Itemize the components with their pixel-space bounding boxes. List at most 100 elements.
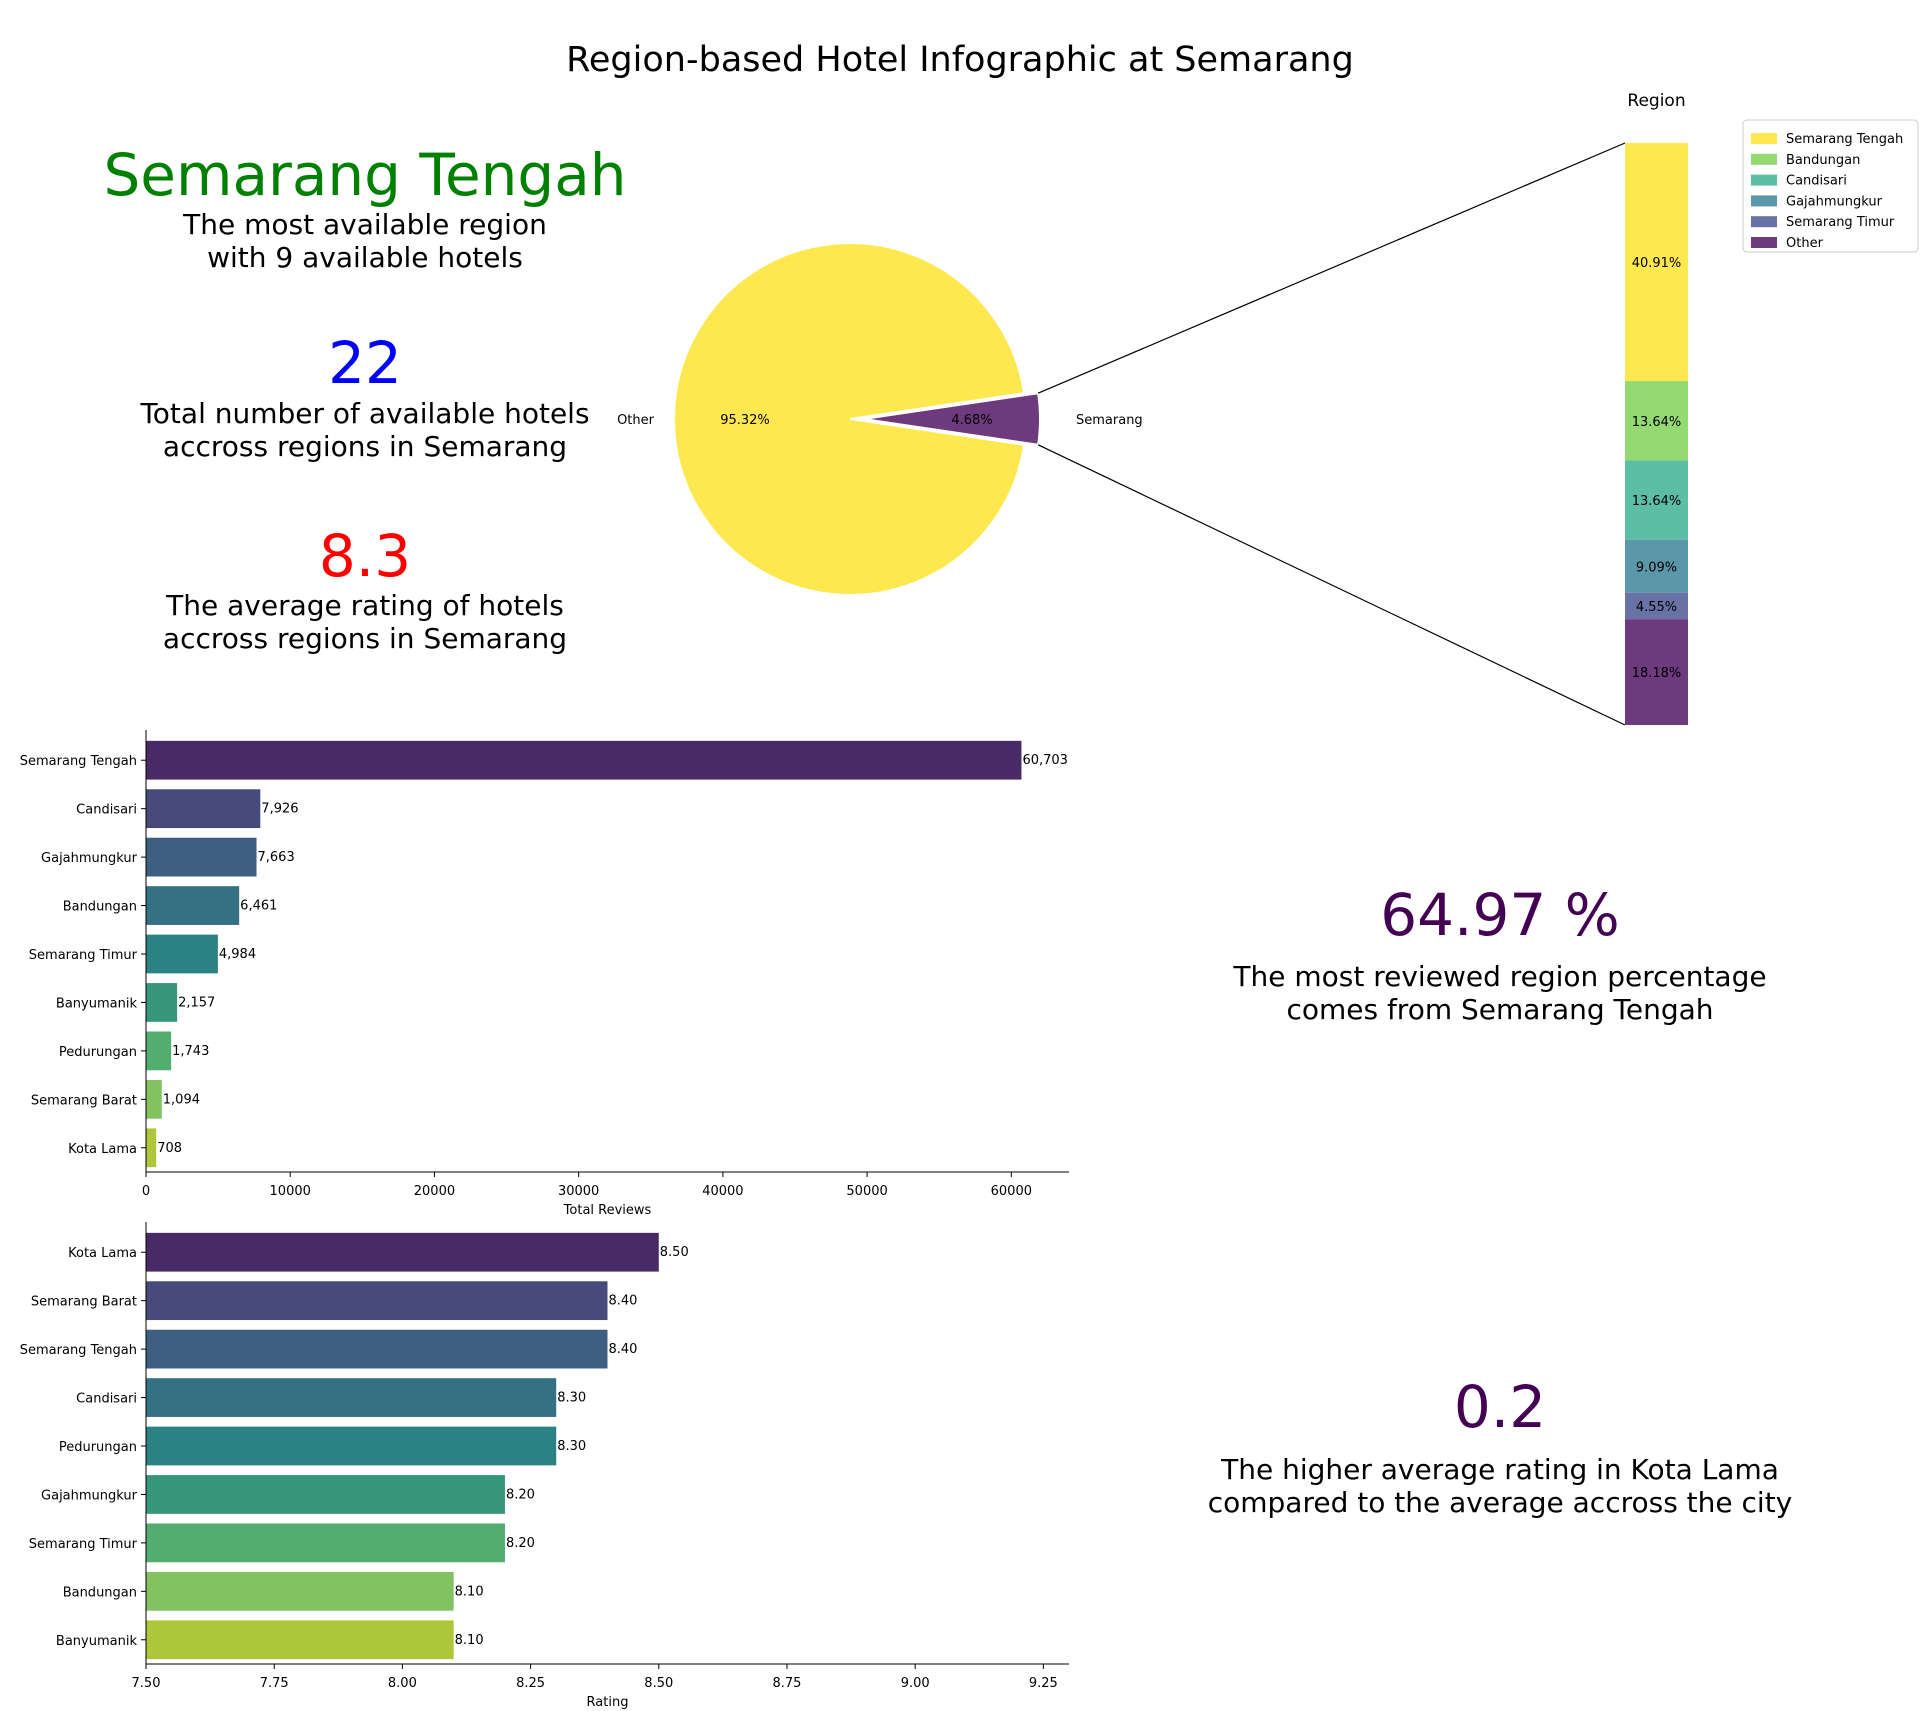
- rating-value-label-8: 8.10: [455, 1633, 484, 1648]
- reviews-bar-2: [146, 837, 257, 877]
- rating-bar-8: [146, 1620, 454, 1660]
- reviews-bar-5: [146, 983, 178, 1022]
- pie-label-other: Other: [617, 413, 655, 428]
- legend-swatch-5: [1751, 237, 1777, 248]
- kpi-total-hotels-value: 22: [328, 329, 402, 397]
- rating-category-label-7: Bandungan: [63, 1585, 137, 1600]
- connector-line-top: [1037, 142, 1626, 394]
- pie-slice-semarang: [863, 392, 1041, 446]
- stack-segment-4: [1625, 592, 1688, 620]
- reviews-xtick-label-3: 30000: [558, 1184, 599, 1199]
- pie-label-semarang: Semarang: [1076, 413, 1143, 428]
- rating-category-label-1: Semarang Barat: [31, 1295, 137, 1310]
- reviews-value-label-6: 1,743: [172, 1044, 209, 1059]
- rating-bar-3: [146, 1378, 557, 1417]
- legend-swatch-4: [1751, 216, 1777, 228]
- legend-swatch-1: [1751, 153, 1777, 165]
- kpi-avg-rating-value: 8.3: [318, 522, 412, 590]
- reviews-bar-0: [146, 740, 1022, 780]
- region-stacked-bar: 40.91% 13.64% 13.64% 9.09% 4.55% 18.18% Region: [1625, 91, 1688, 725]
- reviews-value-label-7: 1,094: [163, 1092, 200, 1107]
- pie-pct-other: 95.32%: [720, 413, 770, 428]
- rating-xtick-label-1: 7.75: [260, 1676, 289, 1691]
- rating-bar-5: [146, 1475, 505, 1514]
- rating-value-label-1: 8.40: [609, 1294, 638, 1309]
- reviews-bar-7: [146, 1079, 162, 1119]
- legend-swatch-3: [1751, 195, 1777, 207]
- reviews-bar-4: [146, 934, 218, 974]
- reviews-category-label-2: Gajahmungkur: [41, 851, 138, 866]
- rating-xtick-label-7: 9.25: [1029, 1676, 1058, 1691]
- reviews-category-label-6: Pedurungan: [59, 1045, 137, 1060]
- reviews-xtick-label-0: 0: [142, 1184, 150, 1199]
- legend-label-3: Gajahmungkur: [1786, 194, 1883, 209]
- rating-bar-4: [146, 1426, 557, 1466]
- reviews-xlabel: Total Reviews: [563, 1203, 652, 1218]
- kpi-review-share-desc: The most reviewed region percentage come…: [1233, 960, 1767, 1026]
- stack-label-3: 9.09%: [1636, 560, 1677, 575]
- stack-label-4: 4.55%: [1636, 600, 1677, 615]
- rating-category-label-2: Semarang Tengah: [20, 1343, 137, 1358]
- stack-segment-3: [1625, 539, 1688, 593]
- stack-label-2: 13.64%: [1632, 494, 1682, 509]
- stack-title: Region: [1627, 91, 1685, 111]
- rating-xtick-label-6: 9.00: [901, 1676, 930, 1691]
- rating-category-label-4: Pedurungan: [59, 1440, 137, 1455]
- reviews-value-label-1: 7,926: [261, 802, 298, 817]
- rating-value-label-2: 8.40: [609, 1342, 638, 1357]
- reviews-xtick-label-6: 60000: [991, 1184, 1032, 1199]
- stack-label-5: 18.18%: [1632, 666, 1682, 681]
- reviews-category-label-4: Semarang Timur: [29, 948, 138, 963]
- kpi-review-share-value: 64.97 %: [1380, 881, 1620, 949]
- legend-label-4: Semarang Timur: [1786, 215, 1895, 230]
- rating-bar-6: [146, 1523, 505, 1563]
- reviews-category-label-7: Semarang Barat: [31, 1093, 137, 1108]
- region-legend: Semarang Tengah Bandungan Candisari Gajahmu…: [1742, 119, 1919, 253]
- reviews-category-label-8: Kota Lama: [68, 1142, 137, 1157]
- rating-xtick-label-5: 8.75: [772, 1676, 801, 1691]
- reviews-bar-1: [146, 789, 261, 829]
- rating-xtick-label-2: 8.00: [388, 1676, 417, 1691]
- reviews-bar-3: [146, 886, 240, 925]
- reviews-category-label-5: Banyumanik: [56, 996, 138, 1011]
- reviews-value-label-0: 60,703: [1022, 753, 1068, 768]
- legend-swatch-0: [1751, 133, 1777, 144]
- reviews-value-label-8: 708: [157, 1141, 182, 1156]
- legend-label-2: Candisari: [1786, 174, 1847, 189]
- rating-bar-2: [146, 1329, 608, 1369]
- stack-segment-0: [1625, 143, 1688, 382]
- pie-pct-semarang: 4.68%: [951, 413, 992, 428]
- rating-value-label-0: 8.50: [660, 1245, 689, 1260]
- reviews-value-label-3: 6,461: [240, 899, 277, 914]
- reviews-xtick-label-2: 20000: [414, 1184, 455, 1199]
- stack-label-1: 13.64%: [1632, 415, 1682, 430]
- legend-label-5: Other: [1786, 236, 1824, 251]
- rating-xlabel: Rating: [587, 1695, 629, 1710]
- stack-segment-1: [1625, 381, 1688, 461]
- rating-bar-chart: Kota Lama 8.50 Semarang Barat 8.40 Semarang …: [20, 1222, 1069, 1710]
- kpi-total-hotels-desc: Total number of available hotels accross…: [140, 397, 590, 463]
- reviews-xtick-label-4: 40000: [702, 1184, 743, 1199]
- stack-label-0: 40.91%: [1632, 256, 1682, 271]
- legend-label-1: Bandungan: [1786, 153, 1860, 168]
- rating-category-label-6: Semarang Timur: [29, 1537, 138, 1552]
- rating-category-label-8: Banyumanik: [56, 1634, 138, 1649]
- reviews-value-label-4: 4,984: [219, 947, 256, 962]
- rating-value-label-7: 8.10: [455, 1584, 484, 1599]
- kpi-rating-diff-desc: The higher average rating in Kota Lama c…: [1207, 1453, 1793, 1519]
- rating-category-label-5: Gajahmungkur: [41, 1488, 138, 1503]
- reviews-category-label-0: Semarang Tengah: [20, 754, 137, 769]
- rating-value-label-6: 8.20: [506, 1536, 535, 1551]
- rating-bar-0: [146, 1232, 659, 1272]
- reviews-xtick-label-1: 10000: [270, 1184, 311, 1199]
- reviews-bar-chart: Semarang Tengah 60,703 Candisari 7,926 Gajah…: [20, 730, 1069, 1218]
- reviews-bar-8: [146, 1128, 157, 1168]
- reviews-xtick-label-5: 50000: [846, 1184, 887, 1199]
- kpi-top-region-desc: The most available region with 9 availab…: [183, 208, 547, 274]
- kpi-rating-diff-value: 0.2: [1453, 1373, 1547, 1441]
- rating-xtick-label-0: 7.50: [132, 1676, 161, 1691]
- reviews-value-label-2: 7,663: [258, 850, 295, 865]
- rating-xtick-label-3: 8.25: [516, 1676, 545, 1691]
- pie-chart: Other 95.32% Semarang 4.68%: [617, 142, 1626, 726]
